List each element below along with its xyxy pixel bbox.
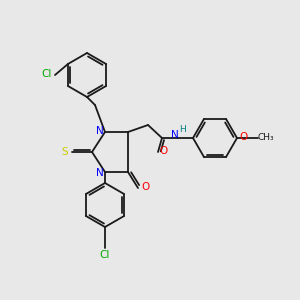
Text: O: O — [160, 146, 168, 156]
Text: O: O — [240, 132, 248, 142]
Text: N: N — [96, 126, 104, 136]
Text: N: N — [96, 168, 104, 178]
Text: O: O — [141, 182, 149, 192]
Text: S: S — [62, 147, 68, 157]
Text: H: H — [180, 125, 186, 134]
Text: Cl: Cl — [42, 69, 52, 79]
Text: N: N — [171, 130, 179, 140]
Text: Cl: Cl — [100, 250, 110, 260]
Text: CH₃: CH₃ — [258, 134, 274, 142]
